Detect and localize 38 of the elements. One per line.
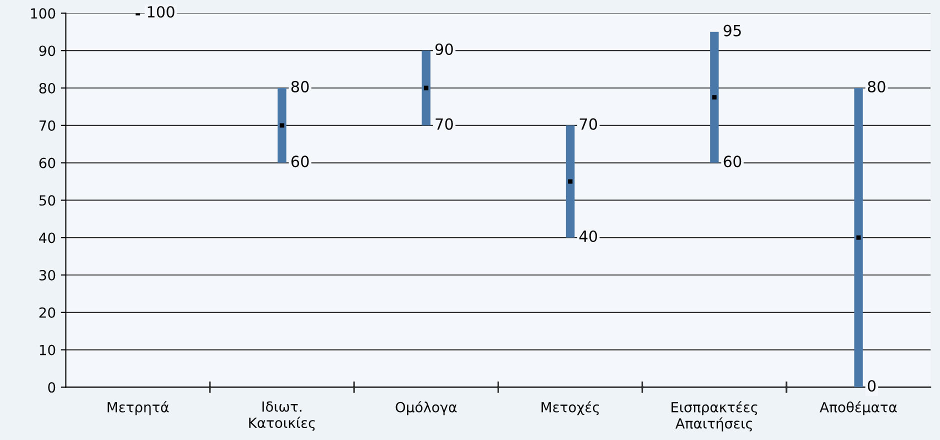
x-tick-label: Μετρητά [108,401,169,416]
y-tick-label: 30 [39,270,56,280]
annotation: 70 [580,118,598,130]
annotation: 70 [436,118,453,130]
point [712,95,717,100]
x-tick-label: Αποθέματα [820,401,897,416]
bar [710,32,719,163]
y-tick-label: 40 [39,232,56,244]
y-tick-label: 50 [39,195,56,206]
annotation: 60 [291,156,309,168]
x-tick-label: Ιδιωτ. Κατοικίες [249,401,315,431]
annotation: 40 [579,230,598,242]
bar [566,125,575,238]
annotation: 0 [868,380,876,392]
y-tick-label: 0 [48,382,56,393]
x-tick-label: Εισπρακτέες Απαιτήσεις [672,401,758,432]
annotation: 100 [148,6,174,18]
point [568,179,572,184]
y-tick-label: 10 [40,344,56,356]
bar [854,88,863,388]
y-tick-label: 100 [31,8,56,19]
y-tick-label: 60 [39,158,56,168]
y-tick-label: 90 [39,46,56,56]
bar [422,50,430,126]
y-tick-label: 70 [40,120,56,131]
annotation: 80 [291,80,309,92]
annotation: 80 [868,80,886,92]
bar [278,88,286,163]
x-tick-label: Μετοχές [542,401,599,416]
annotation: 95 [724,24,741,36]
x-tick-label: Ομόλογα [396,401,457,416]
point [424,86,428,90]
annotation: 60 [724,156,742,168]
annotation: 90 [435,43,453,56]
y-tick-label: 20 [39,307,56,318]
point [280,123,284,128]
point [856,235,861,240]
y-tick-label: 80 [39,82,56,94]
